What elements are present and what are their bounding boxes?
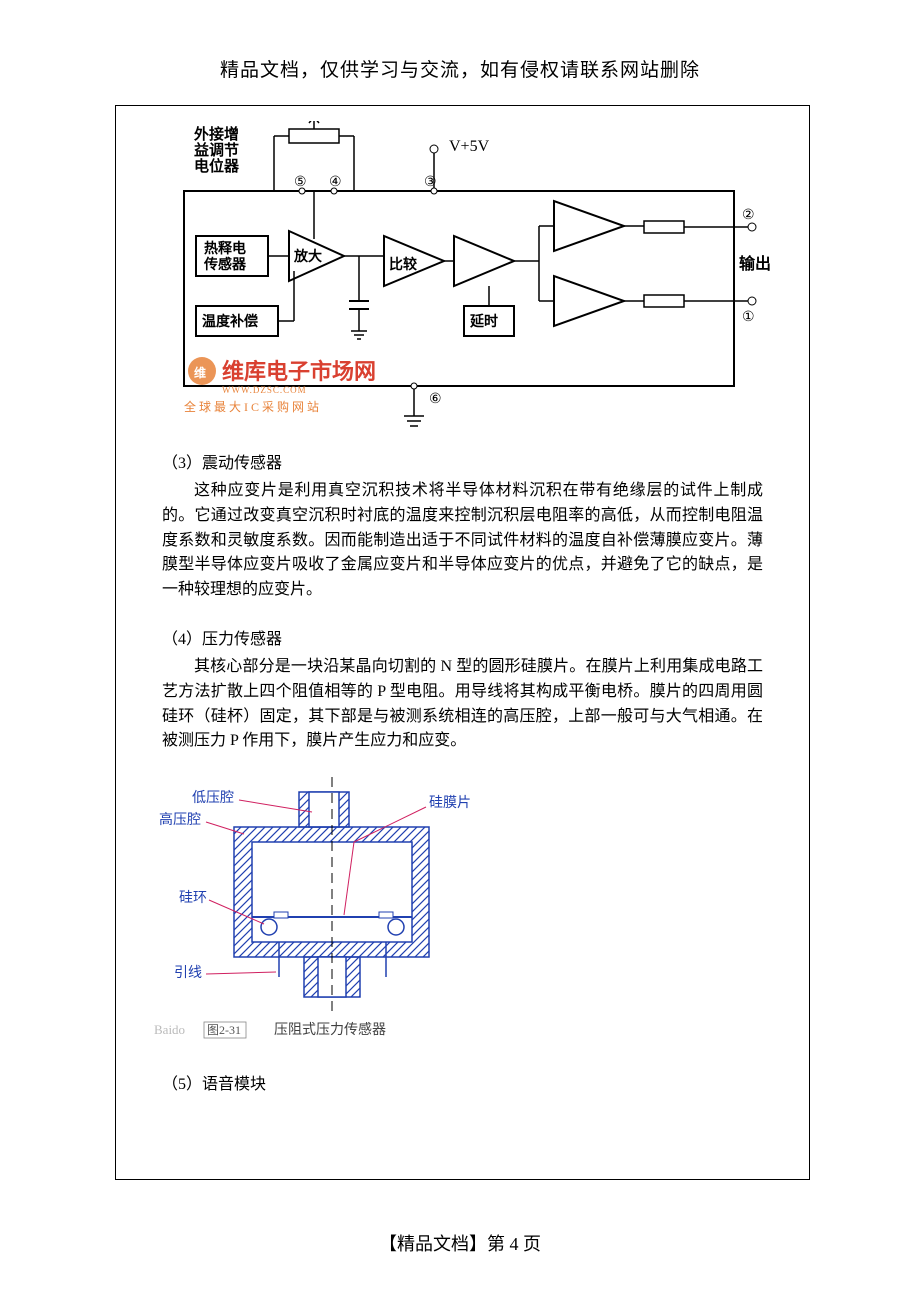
si-membrane-label: 硅膜片 bbox=[429, 795, 471, 811]
pyro-label: 热释电 bbox=[204, 240, 246, 256]
pin-5: ⑤ bbox=[294, 175, 307, 190]
watermark-line3: 全球最大IC采购网站 bbox=[184, 399, 322, 414]
svg-text:维: 维 bbox=[194, 365, 206, 380]
amplify-label: 放大 bbox=[293, 248, 322, 265]
pressure-diagram: 低压腔 高压腔 硅环 引线 硅膜片 Baido 图2-31 压阻式压力传感器 bbox=[144, 772, 524, 1062]
watermark-line2: WWW.DZSC.COM bbox=[222, 385, 307, 395]
voltage-label: V+5V bbox=[449, 138, 490, 155]
fig-caption: 压阻式压力传感器 bbox=[274, 1021, 386, 1038]
pressure-watermark: Baido bbox=[154, 1022, 185, 1037]
fig-num: 图2-31 bbox=[207, 1023, 241, 1037]
content-frame: 外接增电位器益调节 ⑤ ④ V+5V ③ 热释电 传感器 bbox=[115, 105, 810, 1180]
page-footer: 【精品文档】第 4 页 bbox=[0, 1230, 920, 1256]
temp-comp-label: 温度补偿 bbox=[202, 313, 258, 329]
pin-4: ④ bbox=[329, 175, 342, 190]
watermark-line1: 维库电子市场网 bbox=[222, 359, 376, 384]
high-cavity-label: 高压腔 bbox=[159, 811, 201, 828]
pin-3: ③ bbox=[424, 175, 437, 190]
section-3-heading: （3）震动传感器 bbox=[134, 449, 791, 473]
circuit-diagram: 外接增电位器益调节 ⑤ ④ V+5V ③ 热释电 传感器 bbox=[134, 121, 774, 431]
pot-label-l2: 益调节 bbox=[194, 141, 239, 159]
section-3-body: 这种应变片是利用真空沉积技术将半导体材料沉积在带有绝缘层的试件上制成的。它通过改… bbox=[134, 479, 791, 603]
section-4-heading: （4）压力传感器 bbox=[134, 625, 791, 649]
compare-label: 比较 bbox=[389, 256, 417, 273]
section-5-heading: （5）语音模块 bbox=[134, 1070, 791, 1094]
low-cavity-label: 低压腔 bbox=[192, 790, 234, 806]
pin-2: ② bbox=[742, 208, 755, 223]
si-ring-label: 硅环 bbox=[179, 890, 207, 906]
pin-6: ⑥ bbox=[429, 392, 442, 407]
pin-1: ① bbox=[742, 310, 755, 325]
header-notice: 精品文档，仅供学习与交流，如有侵权请联系网站删除 bbox=[0, 0, 920, 82]
lead-label: 引线 bbox=[174, 965, 202, 981]
delay-label: 延时 bbox=[469, 313, 498, 330]
pot-label-l1: 外接增 bbox=[193, 125, 239, 143]
pot-label-l3: 电位器 bbox=[194, 157, 240, 175]
output-label: 输出 bbox=[739, 254, 771, 273]
section-4-body: 其核心部分是一块沿某晶向切割的 N 型的圆形硅膜片。在膜片上利用集成电路工艺方法… bbox=[134, 655, 791, 754]
pyro-label2: 传感器 bbox=[203, 256, 247, 272]
